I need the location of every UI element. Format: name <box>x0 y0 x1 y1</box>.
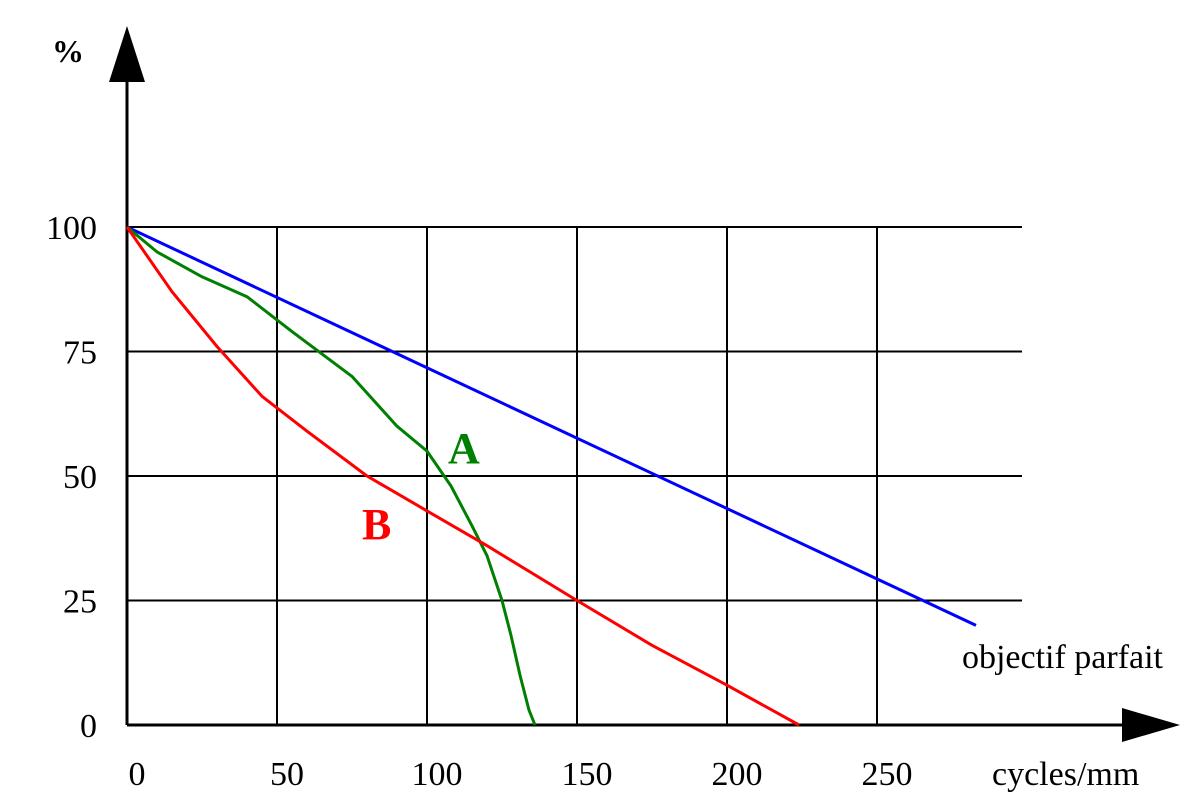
x-axis-arrow-icon <box>1122 708 1180 742</box>
axes <box>109 26 1180 742</box>
x-axis-unit: cycles/mm <box>992 756 1139 793</box>
series-lines <box>125 225 977 727</box>
x-tick-label: 100 <box>412 756 463 793</box>
series-line-objectif-parfait <box>126 225 977 627</box>
y-tick-label: 100 <box>46 210 97 247</box>
x-tick-label: 200 <box>712 756 763 793</box>
x-tick-label: 0 <box>129 756 146 793</box>
series-line-a <box>126 225 537 726</box>
y-tick-label: 75 <box>63 335 97 372</box>
grid <box>127 226 1022 725</box>
x-tick-label: 50 <box>270 756 304 793</box>
series-label-b: B <box>362 500 391 549</box>
series-label-objectif-parfait: objectif parfait <box>962 639 1164 676</box>
series-labels: objectif parfait A B <box>362 424 1164 676</box>
series-label-a: A <box>448 424 480 473</box>
tick-labels: 0 25 50 75 100 0 50 100 150 200 250 <box>46 210 913 793</box>
x-tick-label: 150 <box>562 756 613 793</box>
y-tick-label: 0 <box>80 708 97 745</box>
y-tick-label: 25 <box>63 584 97 621</box>
y-axis-unit: % <box>52 33 84 69</box>
y-tick-label: 50 <box>63 459 97 496</box>
y-axis-arrow-icon <box>109 26 145 82</box>
series-line-b <box>125 226 800 727</box>
x-tick-label: 250 <box>862 756 913 793</box>
